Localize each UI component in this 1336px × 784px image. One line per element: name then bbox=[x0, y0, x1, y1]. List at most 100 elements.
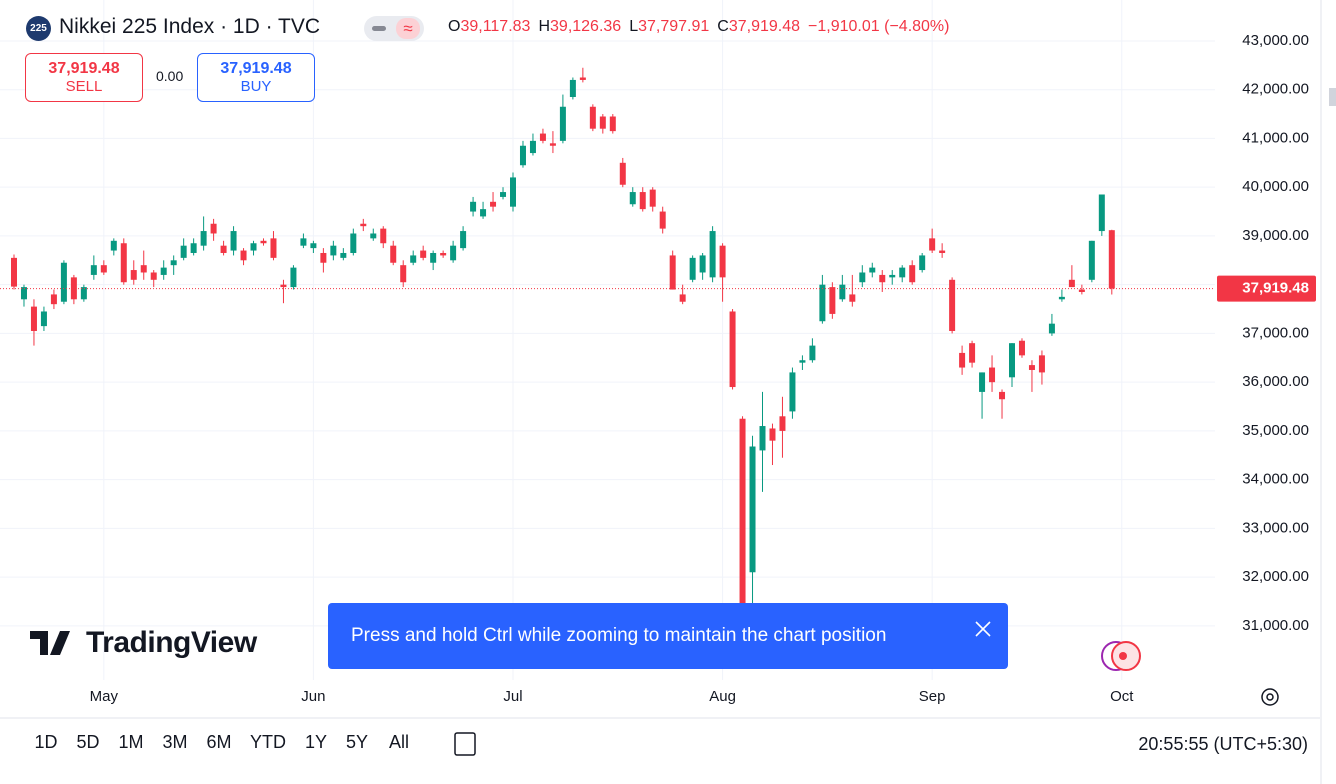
candle-body bbox=[510, 177, 516, 207]
candle-body bbox=[100, 265, 107, 273]
candle-body bbox=[579, 77, 586, 80]
candle-body bbox=[260, 240, 267, 244]
candle-body bbox=[809, 345, 816, 361]
candle-body bbox=[330, 245, 337, 256]
candle-body bbox=[90, 265, 97, 275]
candle-body bbox=[480, 209, 487, 217]
change: −1,910.01 (−4.80%) bbox=[808, 18, 950, 35]
candle-body bbox=[20, 287, 27, 300]
candle-body bbox=[1068, 279, 1075, 288]
settings-icon[interactable] bbox=[1261, 688, 1279, 706]
range-button[interactable]: 5Y bbox=[345, 732, 369, 752]
range-button[interactable]: 3M bbox=[162, 732, 188, 752]
candle-body bbox=[230, 231, 237, 251]
price-label-bg bbox=[1217, 275, 1316, 302]
ohlc-value: 39,126.36 bbox=[550, 18, 622, 35]
ohlc-value: 37,919.48 bbox=[728, 18, 801, 35]
y-tick-label: 40,000.00 bbox=[1242, 178, 1309, 195]
candle-body bbox=[1048, 323, 1055, 334]
toggle-pill[interactable]: ≈ bbox=[364, 16, 424, 41]
candle-body bbox=[929, 238, 936, 251]
candle-body bbox=[350, 233, 357, 253]
range-button[interactable]: YTD bbox=[250, 732, 286, 752]
candle-body bbox=[569, 79, 576, 98]
candle-body bbox=[140, 265, 147, 273]
candle-body bbox=[719, 245, 726, 278]
events-dot bbox=[1119, 652, 1127, 660]
range-button[interactable]: 1Y bbox=[304, 732, 328, 752]
y-tick-label: 37,000.00 bbox=[1242, 324, 1309, 341]
x-tick-label: Oct bbox=[1110, 688, 1134, 705]
candle-body bbox=[979, 372, 986, 392]
candle-body bbox=[549, 143, 556, 146]
candle-body bbox=[709, 231, 716, 278]
range-button[interactable]: 6M bbox=[206, 732, 232, 752]
toast-close[interactable] bbox=[974, 620, 992, 638]
ohlc-label: O bbox=[448, 18, 461, 35]
buy-label: BUY bbox=[240, 78, 272, 95]
y-tick-label: 43,000.00 bbox=[1242, 32, 1309, 49]
range-button[interactable]: 5D bbox=[76, 732, 100, 752]
candle-body bbox=[589, 106, 596, 129]
candle-body bbox=[1108, 230, 1115, 289]
candle-body bbox=[649, 189, 656, 207]
candle-body bbox=[170, 260, 177, 266]
range-button[interactable]: All bbox=[388, 732, 410, 752]
range-button[interactable]: 1M bbox=[118, 732, 144, 752]
date-range-icon[interactable] bbox=[454, 732, 476, 756]
y-tick-label: 31,000.00 bbox=[1242, 617, 1309, 634]
candle-body bbox=[959, 352, 966, 368]
sell-button[interactable]: 37,919.48 SELL bbox=[25, 53, 143, 102]
candle-body bbox=[639, 192, 646, 210]
symbol-badge: 225 bbox=[26, 16, 51, 41]
y-tick-label: 39,000.00 bbox=[1242, 227, 1309, 244]
ohlc-legend: O 39,117.83 H 39,126.36 L 37,797.91 C 37,919.48… bbox=[448, 18, 949, 36]
x-tick-label: Jul bbox=[503, 688, 522, 705]
candle-body bbox=[70, 277, 77, 300]
symbol-title: Nikkei 225 Index · 1D · TVC bbox=[59, 15, 321, 38]
candle-body bbox=[529, 140, 536, 154]
buy-button[interactable]: 37,919.48 BUY bbox=[197, 53, 315, 102]
candle-body bbox=[789, 372, 796, 412]
candle-body bbox=[1098, 194, 1105, 232]
candle-body bbox=[519, 145, 526, 166]
candle-body bbox=[220, 245, 227, 253]
candle-body bbox=[1009, 343, 1015, 378]
candle-body bbox=[619, 162, 626, 185]
candle-body bbox=[210, 223, 217, 234]
candle-body bbox=[390, 245, 397, 263]
y-tick-label: 36,000.00 bbox=[1242, 373, 1309, 390]
candle-body bbox=[110, 240, 117, 251]
candle-body bbox=[280, 284, 287, 288]
sell-price: 37,919.48 bbox=[48, 60, 120, 77]
y-tick-label: 32,000.00 bbox=[1242, 568, 1309, 585]
x-tick-label: Jun bbox=[301, 688, 325, 705]
candle-body bbox=[599, 116, 606, 129]
candle-body bbox=[250, 243, 257, 251]
candle-body bbox=[819, 284, 826, 322]
y-tick-label: 41,000.00 bbox=[1242, 129, 1309, 146]
candle-body bbox=[759, 426, 766, 451]
candle-body bbox=[849, 294, 856, 302]
candle-body bbox=[839, 284, 846, 300]
candle-body bbox=[300, 238, 307, 246]
candle-body bbox=[340, 252, 347, 258]
candle-body bbox=[410, 255, 417, 263]
candle-body bbox=[160, 267, 167, 275]
y-tick-label: 35,000.00 bbox=[1242, 422, 1309, 439]
candle-body bbox=[689, 257, 696, 280]
candle-body bbox=[370, 233, 377, 239]
candle-body bbox=[999, 391, 1006, 400]
candle-body bbox=[50, 294, 57, 305]
ohlc-label: C bbox=[717, 18, 729, 35]
candle-body bbox=[490, 201, 497, 207]
ohlc-value: 37,797.91 bbox=[638, 18, 710, 35]
range-button[interactable]: 1D bbox=[34, 732, 58, 752]
candle-body bbox=[669, 255, 676, 290]
buy-price: 37,919.48 bbox=[220, 60, 292, 77]
candle-body bbox=[739, 418, 746, 604]
candle-body bbox=[679, 294, 686, 302]
candle-body bbox=[130, 270, 137, 280]
candle-body bbox=[30, 306, 37, 331]
